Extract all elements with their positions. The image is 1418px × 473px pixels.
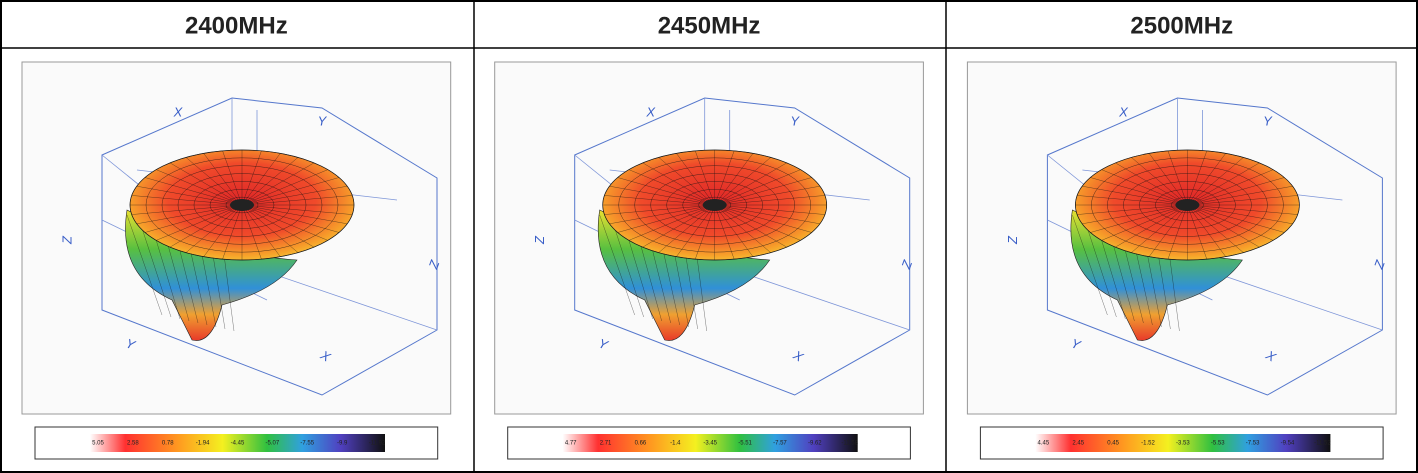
scale-label: 5.05 [92, 441, 104, 447]
axis-label: Z [59, 235, 74, 245]
scale-label: 4.45 [1038, 441, 1050, 447]
scale-label: 2.45 [1072, 441, 1084, 447]
scale-label: -4.45 [231, 441, 245, 447]
scale-label: -7.55 [300, 441, 314, 447]
axis-label: Y [790, 113, 800, 128]
scale-label: -1.4 [670, 441, 681, 447]
scale-label: -9.9 [337, 441, 348, 447]
scale-label: -3.53 [1176, 441, 1190, 447]
panel: 2500MHzXYZZYX4.452.450.45-1.52-3.53-5.53… [967, 12, 1396, 459]
panel-title: 2400MHz [185, 12, 288, 39]
scale-label: -3.45 [703, 441, 717, 447]
pattern-null [703, 199, 727, 211]
scale-label: 4.77 [565, 441, 577, 447]
scale-label: 2.71 [600, 441, 612, 447]
scale-label: 0.66 [635, 441, 647, 447]
scale-label: -1.94 [196, 441, 210, 447]
scale-label: -9.54 [1281, 441, 1295, 447]
scale-label: -7.57 [773, 441, 787, 447]
scale-label: -7.53 [1246, 441, 1260, 447]
scale-label: 0.45 [1107, 441, 1119, 447]
scale-label: -5.07 [266, 441, 280, 447]
pattern-null [230, 199, 254, 211]
scale-label: -9.62 [808, 441, 822, 447]
axis-label: Y [318, 113, 328, 128]
axis-label: Z [1005, 235, 1020, 245]
scale-label: 0.78 [162, 441, 174, 447]
figure: 2400MHz X Y Z Z Y X 5.05 2.58 0.78 -1.94 -4.45 -5.07… [0, 0, 1418, 473]
scale-label: -11.52 [1314, 441, 1331, 447]
panel-title: 2450MHz [658, 12, 761, 39]
pattern-null [1175, 199, 1199, 211]
panel-title: 2500MHz [1130, 12, 1233, 39]
scale-label: 2.58 [127, 441, 139, 447]
scale-label: -11.58 [841, 441, 858, 447]
scale-label: -1.52 [1141, 441, 1155, 447]
axis-label: X [1118, 104, 1129, 119]
scale-label: -11.92 [369, 441, 386, 447]
axis-label: X [645, 104, 656, 119]
axis-label: X [173, 104, 184, 119]
axis-label: Z [532, 235, 547, 245]
axis-label: Y [1263, 113, 1273, 128]
scale-label: -5.53 [1211, 441, 1225, 447]
scale-label: -5.51 [738, 441, 752, 447]
